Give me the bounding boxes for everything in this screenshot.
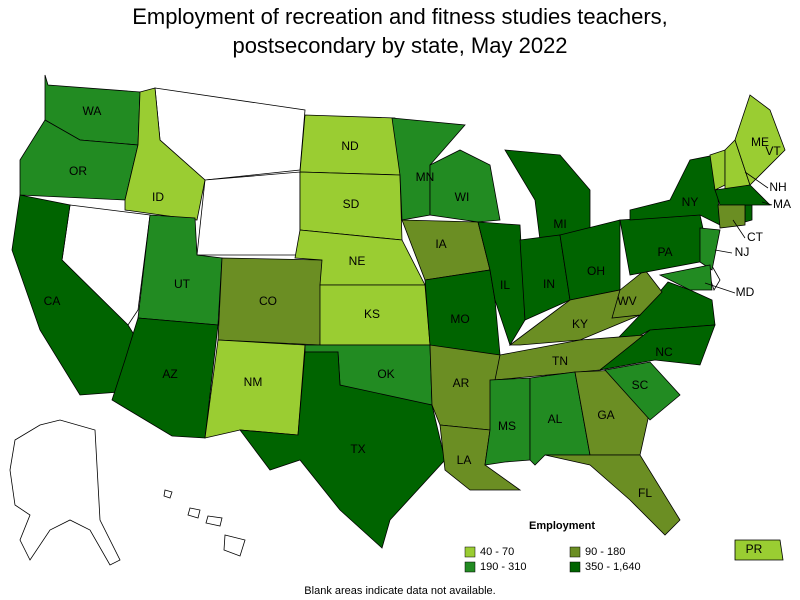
state-label: NC xyxy=(655,345,673,359)
state-label: NY xyxy=(682,195,699,209)
state-label: NJ xyxy=(735,245,750,259)
state-shape xyxy=(604,361,681,421)
footnote: Blank areas indicate data not available. xyxy=(304,585,495,597)
state-label: UT xyxy=(174,277,191,291)
state-label: MN xyxy=(416,170,435,184)
state-label: NM xyxy=(244,375,263,389)
state-hi-2 xyxy=(187,507,201,519)
state-label: MS xyxy=(498,419,516,433)
state-hi-1 xyxy=(163,489,173,499)
state-wy xyxy=(196,171,301,256)
state-hi-4 xyxy=(223,534,246,557)
state-ak xyxy=(9,419,121,566)
state-label: WV xyxy=(617,294,636,308)
state-shapes xyxy=(11,74,786,561)
legend-label: 350 - 1,640 xyxy=(585,561,641,573)
state-label: OH xyxy=(587,264,605,278)
state-shape xyxy=(717,204,746,229)
state-label: ND xyxy=(341,139,359,153)
state-label: ID xyxy=(152,190,164,204)
state-shape xyxy=(239,351,446,549)
legend-swatch xyxy=(569,546,581,558)
state-label: WI xyxy=(455,190,470,204)
label-leader xyxy=(744,171,769,189)
state-label: KS xyxy=(364,307,380,321)
label-leader xyxy=(732,219,746,239)
legend: Employment 40 - 70 90 - 180 190 - 310 350 -… xyxy=(464,520,641,573)
legend-swatch xyxy=(569,561,581,573)
state-shape xyxy=(111,317,219,439)
state-label: TX xyxy=(350,442,365,456)
state-hi-3 xyxy=(205,515,223,527)
state-label: GA xyxy=(597,408,614,422)
legend-label: 190 - 310 xyxy=(480,561,526,573)
map-title: Employment of recreation and fitness stu… xyxy=(132,4,668,58)
label-leader xyxy=(704,282,736,294)
state-label: WA xyxy=(83,104,102,118)
state-label: CA xyxy=(44,294,61,308)
state-labels: WA OR CA ID UT AZ CO NM ND SD NE KS OK TX MN IA MO AR LA WI… xyxy=(44,104,791,556)
label-leader xyxy=(761,201,773,206)
state-label: TN xyxy=(552,354,568,368)
state-label: AR xyxy=(453,376,470,390)
state-label: SC xyxy=(632,378,649,392)
state-shape xyxy=(544,454,681,536)
state-label: MA xyxy=(773,197,791,211)
state-label: AZ xyxy=(162,367,177,381)
state-shape xyxy=(699,227,721,271)
state-label: PA xyxy=(657,245,672,259)
state-label: FL xyxy=(638,486,652,500)
state-label: ME xyxy=(751,135,769,149)
state-label: MD xyxy=(736,285,755,299)
state-label: MI xyxy=(553,217,566,231)
legend-swatch xyxy=(464,546,476,558)
state-label: MO xyxy=(450,312,469,326)
state-label: PR xyxy=(746,542,763,556)
state-label: NE xyxy=(349,254,366,268)
state-label: SD xyxy=(343,197,360,211)
state-label: IA xyxy=(435,237,446,251)
legend-swatch xyxy=(464,561,476,573)
state-label: LA xyxy=(457,453,472,467)
state-label: CO xyxy=(259,294,277,308)
state-shape xyxy=(599,324,716,371)
state-shape xyxy=(658,264,713,291)
state-label: NH xyxy=(769,180,786,194)
state-label: KY xyxy=(572,317,588,331)
state-label: VT xyxy=(765,144,781,158)
state-label: OR xyxy=(69,164,87,178)
state-shape xyxy=(629,154,721,226)
state-ri xyxy=(744,204,753,223)
legend-items: 40 - 70 90 - 180 190 - 310 350 - 1,640 xyxy=(464,546,641,573)
state-shape xyxy=(429,149,501,223)
state-shape xyxy=(734,539,784,561)
state-label: OK xyxy=(377,367,394,381)
legend-title: Employment xyxy=(529,520,595,532)
legend-label: 40 - 70 xyxy=(480,546,514,558)
state-shape xyxy=(124,87,206,221)
state-shape xyxy=(714,184,771,206)
state-label: IL xyxy=(500,278,510,292)
state-shape xyxy=(734,94,786,186)
label-leader xyxy=(714,249,733,254)
state-label: AL xyxy=(548,412,563,426)
state-label: IN xyxy=(543,277,555,291)
legend-label: 90 - 180 xyxy=(585,546,625,558)
state-label: CT xyxy=(747,230,764,244)
